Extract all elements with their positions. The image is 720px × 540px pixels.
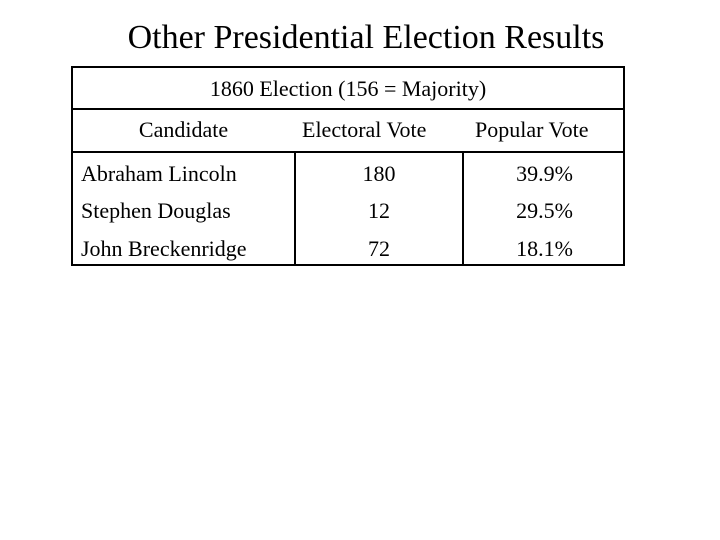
electoral-vote-value: 12 [368, 198, 390, 223]
caption-divider [73, 108, 623, 110]
candidate-name: John Breckenridge [81, 236, 247, 261]
header-popular-vote: Popular Vote [475, 117, 589, 142]
popular-vote-value: 39.9% [516, 161, 573, 186]
election-results-table: 1860 Election (156 = Majority) Candidate… [71, 66, 625, 266]
column-divider-2 [462, 151, 464, 264]
header-electoral-vote: Electoral Vote [302, 117, 427, 142]
slide-title: Other Presidential Election Results [127, 19, 605, 56]
candidate-name: Abraham Lincoln [81, 161, 237, 186]
candidate-name: Stephen Douglas [81, 198, 231, 223]
electoral-vote-value: 180 [362, 161, 396, 186]
header-divider [73, 151, 623, 153]
header-candidate: Candidate [138, 117, 229, 142]
table-caption: 1860 Election (156 = Majority) [209, 76, 487, 101]
column-divider-1 [294, 151, 296, 264]
popular-vote-value: 18.1% [516, 236, 573, 261]
electoral-vote-value: 72 [368, 236, 390, 261]
popular-vote-value: 29.5% [516, 198, 573, 223]
